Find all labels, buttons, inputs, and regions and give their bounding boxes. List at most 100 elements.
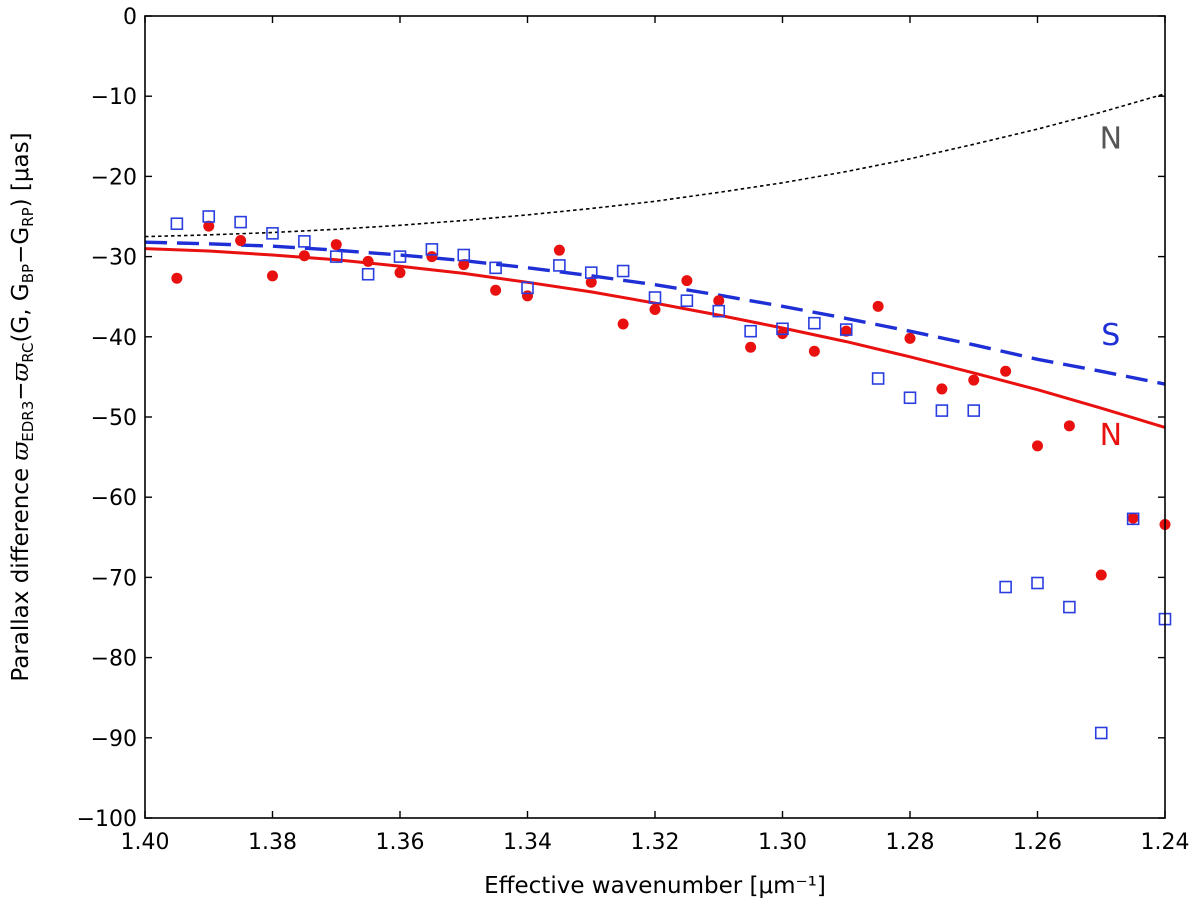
north-point: [1095, 569, 1107, 581]
north-point: [490, 284, 502, 296]
north-point: [649, 304, 661, 316]
north-point: [458, 259, 470, 271]
south-point: [1126, 512, 1140, 526]
y-tick-label: −80: [91, 647, 137, 672]
annotation-layer: N S N: [1100, 121, 1122, 453]
north-point: [394, 267, 406, 279]
y-tick-label: −20: [91, 165, 137, 190]
y-tick-label: −30: [91, 246, 137, 271]
south-point: [457, 248, 471, 262]
plot-frame: [144, 15, 1166, 819]
y-tick-label: −100: [77, 807, 137, 832]
y-axis-title-mid: (G, G: [8, 283, 34, 342]
x-tick-label: 1.34: [503, 830, 552, 855]
y-axis-title-sub-rc: RC: [19, 343, 37, 363]
y-axis-title-sub-rp: RP: [19, 207, 37, 226]
curves-layer: [145, 93, 1165, 429]
south-point: [202, 210, 216, 223]
north-point: [681, 275, 693, 287]
south-point: [616, 264, 630, 278]
x-tick-label: 1.30: [758, 830, 807, 855]
north-point: [713, 295, 725, 307]
south-point: [234, 215, 247, 229]
y-tick-label: −10: [91, 85, 137, 110]
south-point: [680, 294, 694, 308]
north-point: [1063, 420, 1075, 432]
south-point: [648, 291, 662, 304]
north-point: [936, 383, 948, 395]
label-n-solid: N: [1100, 418, 1122, 453]
x-tick-label: 1.38: [248, 830, 297, 855]
south-point: [776, 322, 789, 336]
x-tick-label: 1.36: [376, 830, 425, 855]
y-axis-title-varpi: ϖ: [8, 441, 34, 461]
north-point: [1000, 365, 1012, 377]
y-axis-title: Parallax difference ϖEDR3−ϖRC(G, GBP−GRP…: [8, 132, 37, 681]
north-point: [968, 374, 980, 386]
north-solid-curve: [145, 247, 1165, 429]
south-point: [1063, 600, 1076, 614]
north-point: [171, 272, 183, 284]
north-point: [330, 239, 342, 251]
x-tick-label: 1.24: [1141, 830, 1190, 855]
south-dashed-curve: [145, 240, 1165, 386]
north-point: [203, 220, 215, 232]
north-point: [585, 276, 597, 288]
south-point: [935, 404, 949, 417]
south-point: [553, 259, 566, 272]
north-point: [840, 325, 852, 337]
south-point: [170, 217, 184, 231]
north-point: [298, 250, 310, 262]
x-axis-title: Effective wavenumber [μm⁻¹]: [484, 873, 826, 899]
north-point: [617, 318, 629, 330]
y-tick-label: −50: [91, 406, 137, 431]
south-point: [489, 261, 502, 275]
north-point: [1032, 440, 1043, 452]
y-axis-title-minus: −: [8, 381, 34, 400]
y-tick-label: −60: [91, 486, 137, 511]
south-point: [298, 235, 311, 248]
y-tick-label: 0: [123, 5, 137, 30]
north-point: [522, 290, 533, 302]
south-point: [712, 304, 726, 318]
south-point: [1031, 576, 1044, 590]
south-point: [584, 266, 598, 279]
y-tick-label: −90: [91, 727, 137, 752]
label-s: S: [1101, 318, 1120, 353]
label-n-dotted: N: [1100, 121, 1122, 156]
north-point: [426, 251, 438, 263]
north-point: [362, 255, 374, 267]
south-point: [521, 281, 534, 295]
y-axis-title-suffix: ) [μas]: [8, 132, 34, 207]
south-point: [329, 250, 343, 263]
south-point: [903, 391, 917, 405]
south-point: [967, 404, 981, 417]
north-point: [872, 300, 884, 312]
south-point: [393, 250, 407, 263]
y-tick-label: −70: [91, 566, 137, 591]
x-tick-label: 1.40: [121, 830, 170, 855]
south-point: [839, 323, 853, 336]
y-axis-title-sub-bp: BP: [19, 264, 37, 283]
y-axis-title-minus-g: −G: [8, 227, 34, 264]
y-tick-label: −40: [91, 326, 137, 351]
x-tick-label: 1.32: [631, 830, 680, 855]
y-axis-title-sub-edr3: EDR3: [19, 401, 37, 442]
north-point: [1127, 512, 1139, 524]
north-dotted-curve: [145, 93, 1165, 238]
south-point: [266, 227, 279, 240]
north-point: [553, 244, 565, 256]
y-axis-ticks: 0 −10 −20 −30 −40 −50 −60 −70 −80 −90 −100: [77, 5, 1165, 832]
points-layer: [170, 210, 1172, 740]
north-point: [745, 341, 757, 353]
north-point: [808, 345, 820, 357]
south-point: [871, 372, 885, 385]
south-point: [1094, 726, 1108, 740]
x-tick-label: 1.26: [1013, 830, 1062, 855]
south-point: [999, 580, 1012, 594]
x-tick-label: 1.28: [886, 830, 935, 855]
south-point: [744, 324, 757, 338]
y-axis-title-varpi-2: ϖ: [8, 361, 34, 381]
